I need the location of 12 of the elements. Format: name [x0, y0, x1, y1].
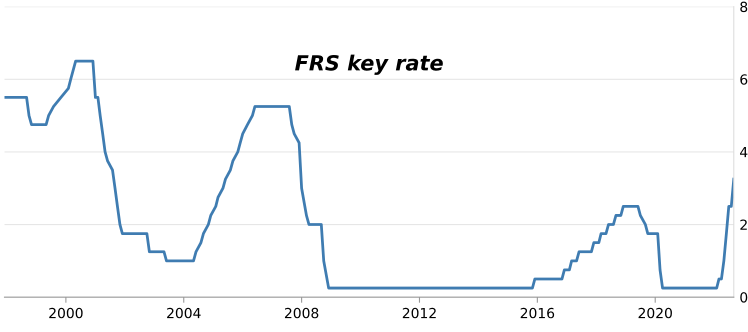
x-tick-label: 2000 — [49, 308, 83, 318]
x-tick-label: 2016 — [520, 308, 554, 318]
x-tick-label: 2020 — [638, 308, 672, 318]
text: FRS key rate — [295, 54, 443, 75]
x-tick-label: 2008 — [284, 308, 318, 318]
y-tick-label: 8 — [740, 2, 748, 12]
x-tick-label: 2012 — [402, 308, 436, 318]
y-tick-label: 2 — [740, 219, 747, 230]
x-tick-label: 2004 — [167, 308, 201, 318]
y-tick-label: 4 — [740, 147, 748, 158]
y-tick-label: 6 — [740, 74, 748, 85]
y-tick-label: 0 — [740, 292, 748, 303]
